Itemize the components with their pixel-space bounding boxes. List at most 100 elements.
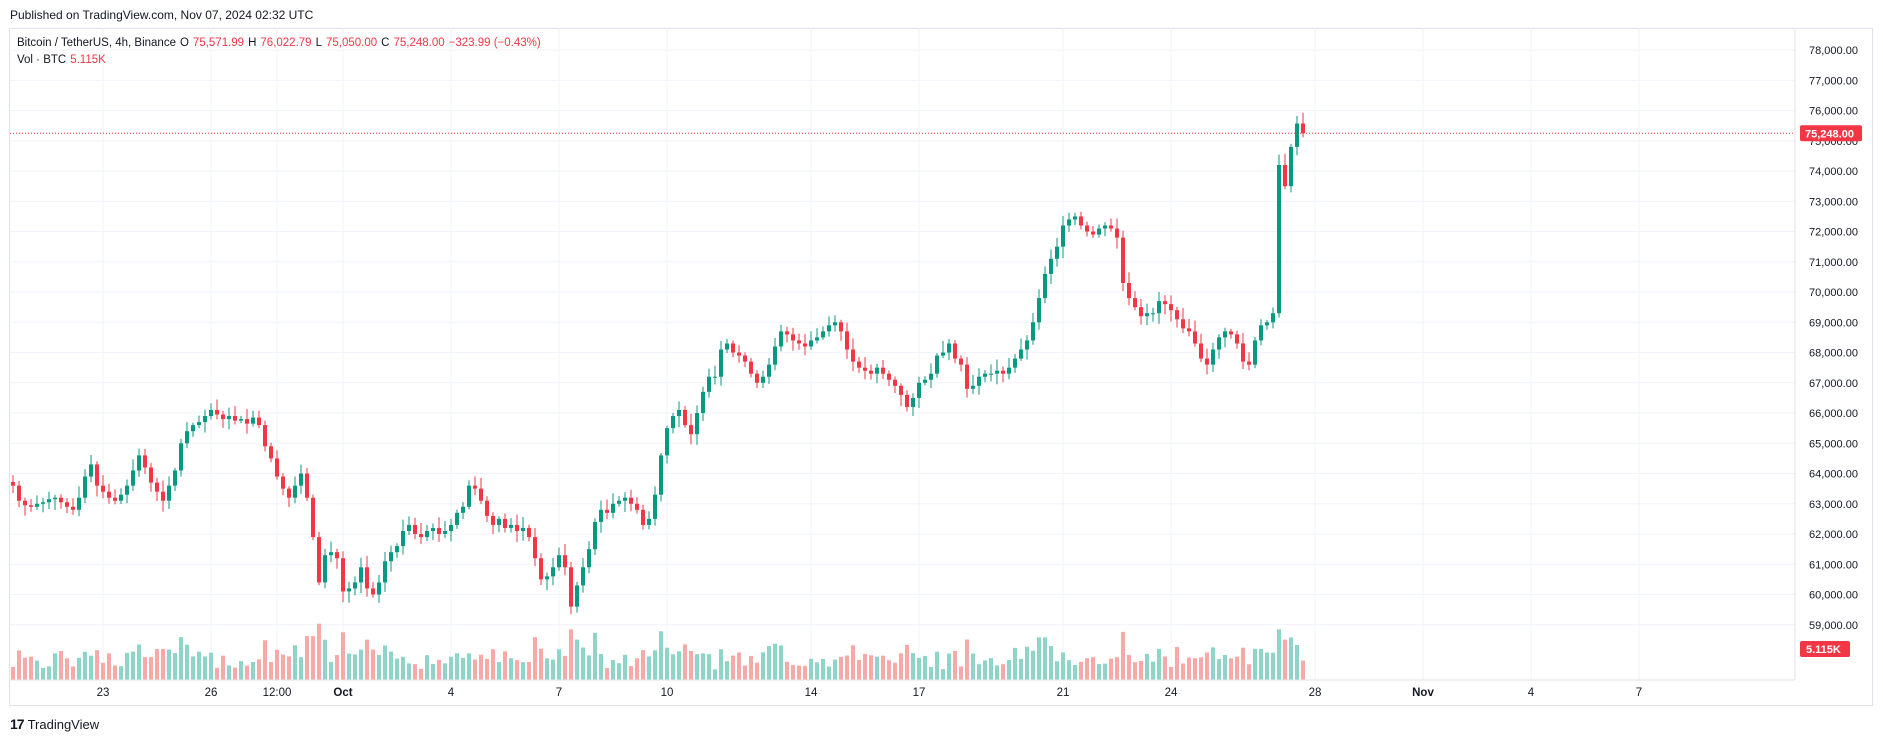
candle-body bbox=[1151, 313, 1155, 315]
volume-bar bbox=[881, 655, 885, 680]
open-value: 75,571.99 bbox=[192, 37, 245, 49]
candle-body bbox=[77, 497, 81, 510]
candle-body bbox=[665, 428, 669, 456]
volume-bar bbox=[935, 651, 939, 680]
candle-body bbox=[1067, 219, 1071, 226]
candle-body bbox=[587, 549, 591, 568]
volume-bar bbox=[113, 665, 117, 680]
candle-body bbox=[929, 373, 933, 380]
candle-body bbox=[1007, 367, 1011, 374]
candle-body bbox=[1025, 340, 1029, 350]
candle-body bbox=[365, 567, 369, 589]
volume-bar bbox=[1277, 629, 1281, 680]
candle-body bbox=[29, 505, 33, 507]
time-tick-label: 28 bbox=[1309, 687, 1322, 699]
volume-bar bbox=[773, 643, 777, 680]
volume-bar bbox=[83, 651, 87, 680]
high-value: 76,022.79 bbox=[260, 37, 312, 49]
volume-bar bbox=[119, 666, 123, 680]
price-tick-label: 74,000.00 bbox=[1809, 166, 1858, 178]
last-price-label: 75,248.00 bbox=[1805, 128, 1854, 140]
chart-frame[interactable] bbox=[9, 28, 1873, 706]
candle-body bbox=[479, 488, 483, 501]
volume-bar bbox=[659, 631, 663, 680]
candle-body bbox=[941, 352, 945, 356]
volume-bar bbox=[1109, 658, 1113, 680]
time-tick-label: 21 bbox=[1057, 687, 1070, 699]
volume-bar bbox=[1181, 663, 1185, 680]
volume-bar bbox=[77, 657, 81, 680]
time-tick-label: Nov bbox=[1412, 687, 1434, 699]
price-tick-label: 69,000.00 bbox=[1809, 317, 1858, 329]
candle-body bbox=[461, 506, 465, 513]
volume-bar bbox=[1151, 661, 1155, 680]
candle-body bbox=[509, 524, 513, 528]
candle-body bbox=[1205, 358, 1209, 365]
volume-bar bbox=[521, 662, 525, 680]
candle-body bbox=[125, 485, 129, 495]
volume-bar bbox=[953, 650, 957, 680]
candle-body bbox=[557, 555, 561, 568]
volume-bar bbox=[785, 661, 789, 680]
volume-bar bbox=[29, 656, 33, 680]
volume-bar bbox=[335, 655, 339, 680]
volume-bar bbox=[377, 654, 381, 680]
volume-bar bbox=[293, 645, 297, 680]
candle-body bbox=[1019, 349, 1023, 359]
candle-body bbox=[485, 500, 489, 516]
volume-bar bbox=[1127, 655, 1131, 680]
volume-bar bbox=[767, 645, 771, 680]
candle-body bbox=[1175, 310, 1179, 320]
volume-bar bbox=[23, 657, 27, 680]
candle-body bbox=[1187, 328, 1191, 332]
volume-bar bbox=[533, 637, 537, 680]
volume-bar bbox=[41, 667, 45, 680]
time-tick-label: 12:00 bbox=[263, 687, 292, 699]
volume-bar bbox=[581, 647, 585, 680]
candle-body bbox=[1091, 231, 1095, 235]
volume-bar bbox=[1217, 659, 1221, 680]
price-tick-label: 73,000.00 bbox=[1809, 196, 1858, 208]
volume-bar bbox=[191, 656, 195, 680]
volume-bar bbox=[173, 653, 177, 680]
volume-bar bbox=[947, 653, 951, 680]
candle-body bbox=[611, 503, 615, 513]
candle-body bbox=[35, 503, 39, 507]
volume-bar bbox=[1187, 657, 1191, 680]
candle-body bbox=[359, 567, 363, 583]
volume-bar bbox=[281, 654, 285, 680]
candle-body bbox=[59, 497, 63, 503]
volume-bar bbox=[95, 650, 99, 680]
candle-body bbox=[371, 588, 375, 595]
time-tick-label: 14 bbox=[805, 687, 818, 699]
candle-body bbox=[347, 588, 351, 592]
candle-body bbox=[377, 582, 381, 595]
volume-bar bbox=[1301, 660, 1305, 680]
volume-bar bbox=[1121, 631, 1125, 680]
candle-body bbox=[569, 567, 573, 607]
candle-body bbox=[683, 410, 687, 426]
candle-body bbox=[695, 413, 699, 435]
candle-body bbox=[107, 491, 111, 498]
candle-body bbox=[1235, 334, 1239, 344]
volume-bar bbox=[593, 632, 597, 680]
price-tick-label: 68,000.00 bbox=[1809, 348, 1858, 360]
volume-bar bbox=[1097, 664, 1101, 680]
volume-bar bbox=[1283, 639, 1287, 680]
candle-body bbox=[1199, 343, 1203, 359]
volume-label: 5.115K bbox=[1806, 644, 1841, 656]
volume-bar bbox=[737, 652, 741, 680]
candle-body bbox=[701, 391, 705, 414]
price-tick-label: 65,000.00 bbox=[1809, 438, 1858, 450]
candle-body bbox=[281, 476, 285, 489]
volume-bar bbox=[215, 667, 219, 680]
candle-body bbox=[1193, 331, 1197, 344]
volume-bar bbox=[1085, 658, 1089, 680]
candle-body bbox=[275, 458, 279, 477]
volume-bar bbox=[1205, 652, 1209, 680]
high-label: H bbox=[248, 37, 257, 49]
candle-body bbox=[743, 355, 747, 362]
price-tick-label: 63,000.00 bbox=[1809, 499, 1858, 511]
volume-bar bbox=[971, 653, 975, 680]
